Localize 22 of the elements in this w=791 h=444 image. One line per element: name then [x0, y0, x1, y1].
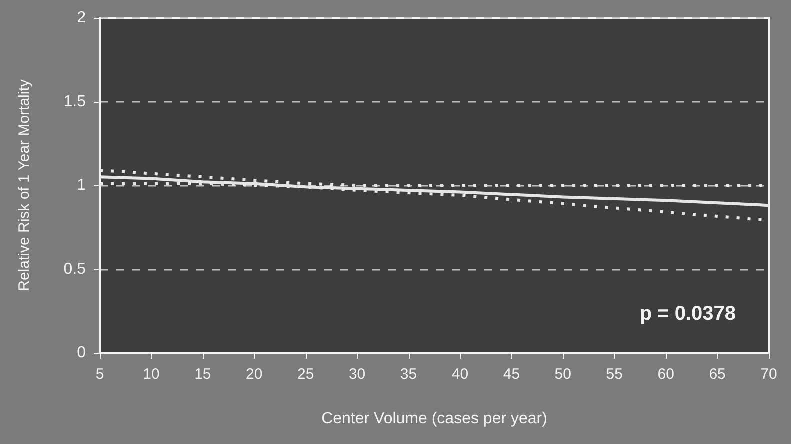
x-tick-label: 45: [503, 366, 520, 383]
x-tick-label: 20: [246, 366, 263, 383]
x-tick-label: 40: [452, 366, 469, 383]
x-tick-label: 15: [194, 366, 212, 383]
x-tick-label: 60: [658, 366, 674, 383]
x-tick-label: 70: [760, 366, 778, 383]
x-tick-label: 25: [298, 366, 314, 383]
x-tick-label: 10: [143, 366, 160, 383]
x-tick-label: 30: [348, 366, 366, 383]
y-tick-label: 1.5: [64, 93, 86, 110]
y-axis-title: Relative Risk of 1 Year Mortality: [16, 79, 33, 292]
y-tick-label: 0: [77, 344, 86, 362]
y-tick-label: 2: [77, 10, 86, 26]
x-tick-label: 65: [709, 366, 726, 383]
y-tick-label: 0.5: [64, 260, 86, 278]
x-tick-label: 55: [606, 366, 623, 383]
x-tick-label: 50: [554, 366, 572, 383]
annotation: p = 0.0378: [640, 303, 736, 325]
x-tick-label: 35: [400, 366, 418, 383]
x-tick-label: 5: [96, 366, 104, 383]
x-axis-title: Center Volume (cases per year): [322, 410, 548, 428]
y-tick-label: 1: [77, 177, 86, 194]
